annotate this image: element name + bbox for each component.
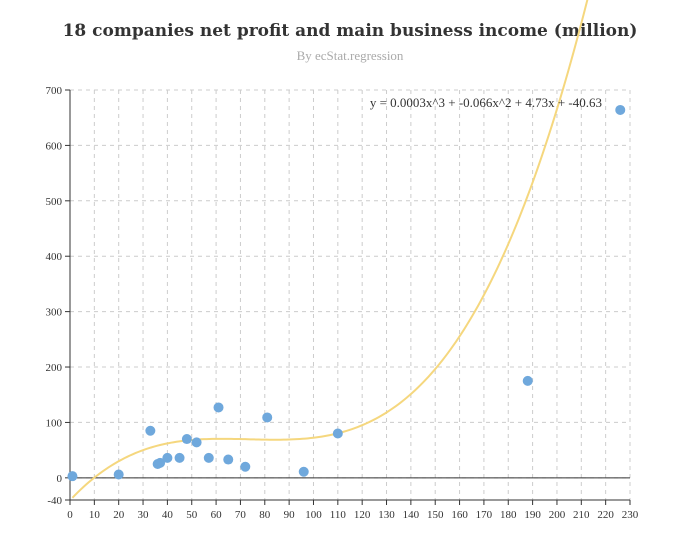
grid [70, 89, 631, 500]
y-tick-label: 600 [46, 140, 63, 152]
x-tick-label: 140 [403, 509, 420, 521]
chart-subtitle: By ecStat.regression [297, 48, 404, 63]
x-tick-label: 210 [573, 509, 590, 521]
x-tick-label: 110 [330, 509, 347, 521]
y-tick-label: 500 [46, 196, 63, 208]
y-tick-label: 100 [46, 417, 63, 429]
data-point [191, 437, 202, 448]
x-tick-label: 230 [622, 509, 639, 521]
x-tick-label: 50 [186, 509, 198, 521]
data-point [155, 457, 166, 468]
x-tick-label: 60 [211, 509, 223, 521]
x-tick-label: 150 [427, 509, 444, 521]
x-tick-label: 120 [354, 509, 371, 521]
chart-title: 18 companies net profit and main busines… [63, 21, 638, 41]
data-point [162, 452, 173, 463]
y-tick-label: 0 [57, 473, 63, 485]
regression-curve [71, 0, 589, 499]
x-tick-label: 40 [162, 509, 174, 521]
data-point [213, 402, 224, 413]
axes: 0 10 20 30 40 50 60 70 80 90 100 110 120 130 140 150 160… [46, 85, 639, 521]
data-point [223, 454, 234, 465]
y-tick-label: 400 [46, 251, 63, 263]
x-tick-label: 100 [305, 509, 322, 521]
x-tick-label: 220 [597, 509, 614, 521]
scatter-points [67, 104, 626, 482]
x-tick-label: 10 [89, 509, 101, 521]
data-point [240, 461, 251, 472]
y-tick-label: 200 [46, 362, 63, 374]
x-tick-label: 90 [284, 509, 296, 521]
data-point [67, 471, 78, 482]
data-point [181, 434, 192, 445]
data-point [174, 452, 185, 463]
regression-equation: y = 0.0003x^3 + -0.066x^2 + 4.73x + -40.… [370, 95, 602, 110]
data-point [145, 425, 156, 436]
x-tick-label: 200 [549, 509, 566, 521]
x-tick-label: 180 [500, 509, 517, 521]
data-point [262, 412, 273, 423]
x-tick-label: 20 [113, 509, 125, 521]
x-tick-label: 130 [378, 509, 395, 521]
x-tick-label: 160 [451, 509, 468, 521]
data-point [615, 104, 626, 115]
x-tick-label: 0 [67, 509, 73, 521]
data-point [332, 428, 343, 439]
y-tick-label: 700 [46, 85, 63, 97]
x-tick-label: 170 [476, 509, 493, 521]
x-tick-label: 70 [235, 509, 247, 521]
data-point [203, 452, 214, 463]
x-tick-label: 30 [138, 509, 150, 521]
x-tick-label: 190 [524, 509, 541, 521]
data-point [298, 466, 309, 477]
regression-curve-layer [71, 0, 589, 499]
y-tick-label: -40 [47, 495, 62, 507]
y-tick-label: 300 [46, 307, 63, 319]
data-point [522, 375, 533, 386]
x-tick-label: 80 [259, 509, 271, 521]
data-point [113, 469, 124, 480]
